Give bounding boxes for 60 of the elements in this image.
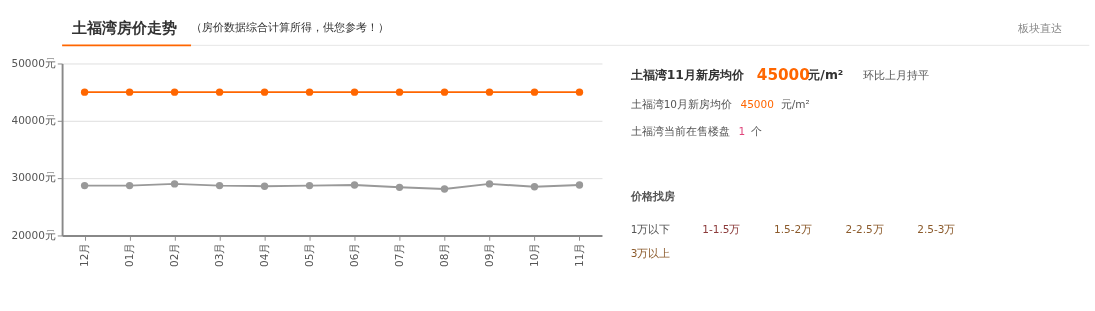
point [530, 183, 539, 191]
point [575, 181, 584, 189]
point [260, 182, 269, 190]
x-tick-label: 04月 [257, 242, 270, 268]
text: 板块直达 [1016, 20, 1062, 35]
point [170, 88, 179, 96]
x-tick-label: 06月 [347, 242, 360, 268]
x-tick-label: 07月 [392, 242, 405, 268]
y-tick-label: 20000元 [11, 228, 56, 241]
text: 1万以下 [630, 222, 671, 235]
x-tick-label: 09月 [482, 242, 495, 268]
point [395, 88, 404, 96]
chart-subtitle: （房价数据综合计算所得，供您参考！） [191, 21, 390, 34]
point [125, 88, 134, 96]
text: 45000 [756, 65, 810, 84]
text: 45000 [740, 98, 774, 111]
text: 1.5-2万 [773, 222, 813, 235]
point [125, 181, 134, 190]
x-tick-label: 11月 [572, 242, 585, 268]
point [305, 88, 314, 96]
x-tick-label: 02月 [167, 242, 180, 268]
text: 价格找房 [629, 189, 675, 204]
x-tick-label: 08月 [437, 242, 450, 268]
point [260, 88, 269, 96]
point [350, 88, 359, 96]
chart-title: 土福湾房价走势 [70, 18, 177, 37]
text: 元/m² [807, 66, 844, 82]
point [485, 88, 494, 96]
text: 土福湾当前在售楼盘 [630, 125, 730, 138]
point [440, 185, 449, 193]
point [170, 180, 179, 188]
x-tick-label: 12月 [77, 242, 90, 268]
text: 2-2.5万 [845, 222, 884, 235]
point [215, 181, 224, 190]
point [440, 88, 449, 96]
point [305, 181, 314, 190]
y-tick-label: 40000元 [11, 114, 56, 127]
text: 3万以上 [630, 246, 671, 259]
x-tick-label: 03月 [212, 242, 225, 268]
text: 环比上月持平 [862, 67, 929, 82]
text: 元/m² [780, 98, 810, 111]
text: 个 [751, 125, 763, 138]
x-tick-label: 01月 [122, 242, 135, 268]
text: 1 [738, 125, 746, 138]
point [80, 88, 89, 96]
text: 土福湾10月新房均价 [630, 98, 732, 111]
point [350, 181, 359, 189]
y-tick-label: 50000元 [11, 56, 56, 69]
x-tick-label: 05月 [302, 242, 315, 268]
x-tick-label: 10月 [527, 242, 540, 268]
point [395, 183, 404, 192]
y-tick-label: 30000元 [11, 171, 56, 184]
text: 1-1.5万 [702, 222, 741, 235]
point [575, 88, 584, 96]
point [215, 88, 224, 96]
point [530, 88, 539, 96]
text: 2.5-3万 [917, 222, 956, 235]
point [485, 180, 494, 188]
point [80, 181, 89, 190]
text: 土福湾11月新房均价 [629, 66, 745, 82]
